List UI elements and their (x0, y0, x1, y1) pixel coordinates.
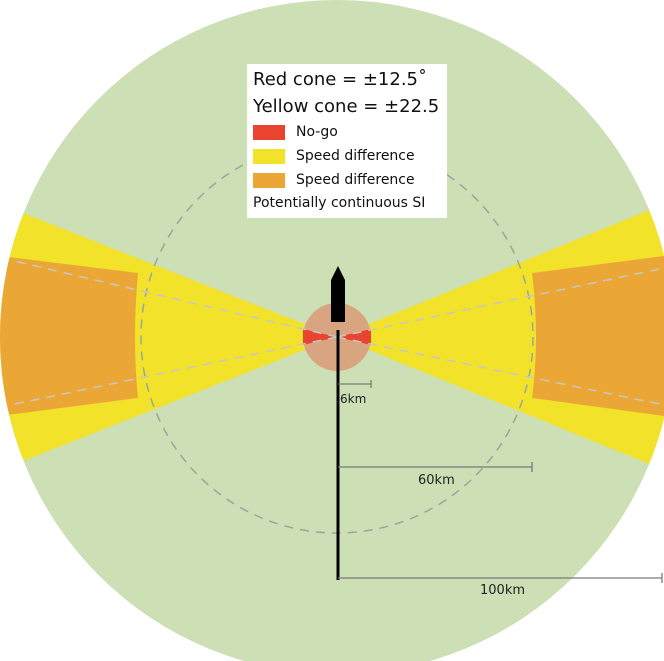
centerline-upper-left (9, 259, 338, 338)
scale-label-100km: 100km (480, 583, 525, 598)
cone-group (0, 196, 664, 478)
legend: Red cone = ±12.5˚ Yellow cone = ±22.5 No… (247, 64, 447, 218)
legend-item-speed-difference-yellow: Speed difference (253, 144, 447, 168)
legend-yellow-cone-text: Yellow cone = ±22.5 (253, 96, 440, 117)
legend-red-cone-text: Red cone = ±12.5˚ (253, 69, 427, 90)
orange-zone-right (532, 256, 664, 416)
legend-swatch-yellow (253, 148, 285, 164)
legend-item-no-go: No-go (253, 120, 447, 144)
orange-zone-left (0, 256, 138, 416)
legend-item-label: Speed difference (296, 172, 415, 188)
scale-label-60km: 60km (418, 473, 455, 488)
centerline-lower-left (9, 336, 338, 406)
centerline-lower-right (336, 336, 664, 406)
no-go-cone-right (337, 329, 371, 345)
no-go-cone-left (303, 329, 337, 345)
legend-swatch-no-go (253, 124, 285, 140)
legend-item-label: No-go (296, 124, 338, 140)
centerline-upper-right (336, 267, 664, 338)
legend-item-label: Speed difference (296, 148, 415, 164)
legend-swatch-orange (253, 172, 285, 188)
vessel-icon (331, 266, 345, 322)
legend-item-speed-difference-orange: Speed difference (253, 168, 447, 192)
legend-note: Potentially continuous SI (253, 195, 426, 211)
scale-label-6km: 6km (340, 392, 366, 406)
no-go-cone-group (303, 329, 371, 345)
